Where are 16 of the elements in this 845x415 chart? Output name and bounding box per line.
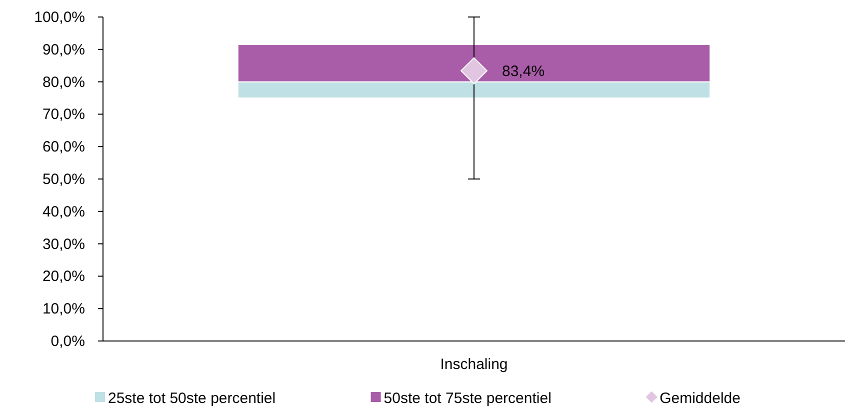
y-tick-label: 30,0% bbox=[42, 236, 85, 253]
y-tick-label: 20,0% bbox=[42, 268, 85, 286]
y-tick-label: 10,0% bbox=[42, 300, 85, 318]
legend-label: 25ste tot 50ste percentiel bbox=[108, 390, 276, 407]
y-tick-label: 80,0% bbox=[42, 74, 85, 91]
y-tick-label: 50,0% bbox=[42, 171, 85, 188]
y-tick-label: 60,0% bbox=[42, 138, 85, 156]
x-tick-label: Inschaling bbox=[440, 356, 508, 373]
y-tick-label: 0,0% bbox=[50, 333, 85, 350]
y-tick-label: 40,0% bbox=[42, 203, 85, 220]
y-tick-label: 90,0% bbox=[42, 41, 85, 58]
y-tick-label: 100,0% bbox=[34, 9, 85, 26]
legend-label: Gemiddelde bbox=[660, 390, 740, 407]
y-tick-label: 70,0% bbox=[42, 106, 85, 124]
data-label: 83,4% bbox=[502, 62, 545, 80]
legend-label: 50ste tot 75ste percentiel bbox=[384, 390, 552, 407]
